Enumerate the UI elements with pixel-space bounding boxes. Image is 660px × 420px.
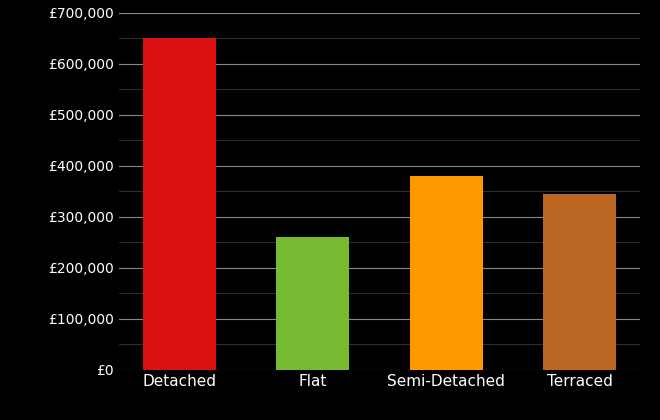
- Bar: [543, 194, 616, 370]
- Bar: [143, 38, 216, 370]
- Bar: [410, 176, 483, 370]
- Bar: [276, 237, 349, 370]
